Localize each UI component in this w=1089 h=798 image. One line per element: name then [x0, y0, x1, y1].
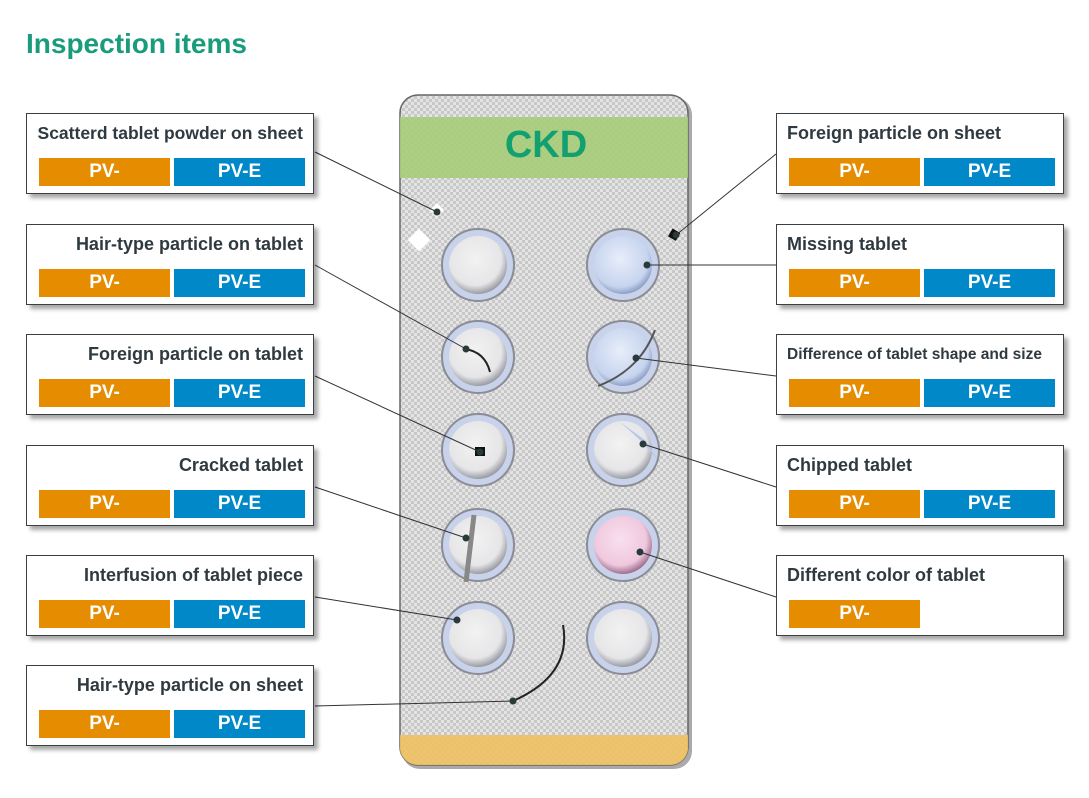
leader-dot: [453, 616, 461, 624]
pv-e-tag: PV-E: [924, 158, 1055, 186]
pv-tag: PV-: [39, 158, 170, 186]
pv-tag: PV-: [39, 600, 170, 628]
pv-e-tag: PV-E: [174, 490, 305, 518]
item-label: Foreign particle on tablet: [87, 344, 303, 364]
leader-dot: [672, 231, 680, 239]
item-label: Missing tablet: [787, 234, 908, 254]
tablet: [594, 328, 652, 386]
leader-line: [639, 551, 777, 598]
pv-e-tag: PV-E: [174, 158, 305, 186]
pv-e-tag: PV-E: [174, 710, 305, 738]
tablet: [449, 609, 507, 667]
tablet: [449, 328, 507, 386]
pv-tag: PV-: [789, 600, 920, 628]
tablet: [449, 236, 507, 294]
inspection-item-left: Foreign particle on tablet PV- PV-E: [26, 334, 314, 415]
tablet: [594, 421, 652, 479]
pv-e-tag: PV-E: [924, 379, 1055, 407]
inspection-item-right: Chipped tablet PV- PV-E: [776, 445, 1064, 526]
tablet: [594, 609, 652, 667]
pv-e-tag: PV-E: [174, 269, 305, 297]
leader-dot: [639, 440, 647, 448]
ckd-logo: CKD: [505, 124, 587, 166]
pv-e-tag: PV-E: [174, 600, 305, 628]
inspection-item-left: Cracked tablet PV- PV-E: [26, 445, 314, 526]
inspection-item-right: Difference of tablet shape and size PV- PV…: [776, 334, 1064, 415]
inspection-item-left: Hair-type particle on tablet PV- PV-E: [26, 224, 314, 305]
pv-tag: PV-: [39, 710, 170, 738]
item-label: Foreign particle on sheet: [787, 123, 1002, 143]
item-label: Difference of tablet shape and size: [787, 346, 1042, 363]
tablet: [594, 516, 652, 574]
leader-dot: [632, 354, 640, 362]
leader-dot: [462, 534, 470, 542]
inspection-item-right: Foreign particle on sheet PV- PV-E: [776, 113, 1064, 194]
item-label: Chipped tablet: [787, 455, 912, 475]
pv-tag: PV-: [789, 379, 920, 407]
leader-line: [675, 153, 777, 236]
item-label: Different color of tablet: [787, 565, 986, 585]
item-label: Hair-type particle on tablet: [75, 234, 303, 254]
inspection-item-left: Scatterd tablet powder on sheet PV- PV-E: [26, 113, 314, 194]
leader-dot: [433, 208, 441, 216]
leader-dot: [509, 697, 517, 705]
tablet: [594, 236, 652, 294]
inspection-item-left: Interfusion of tablet piece PV- PV-E: [26, 555, 314, 636]
pv-tag: PV-: [789, 158, 920, 186]
pv-e-tag: PV-E: [924, 269, 1055, 297]
inspection-item-left: Hair-type particle on sheet PV- PV-E: [26, 665, 314, 746]
pv-tag: PV-: [39, 379, 170, 407]
inspection-item-right: Different color of tablet PV-: [776, 555, 1064, 636]
leader-line: [314, 375, 481, 453]
tablet: [449, 516, 507, 574]
page-title: Inspection items: [26, 28, 247, 59]
inspection-item-right: Missing tablet PV- PV-E: [776, 224, 1064, 305]
pv-tag: PV-: [39, 269, 170, 297]
leader-dot: [643, 261, 651, 269]
leader-line: [314, 596, 458, 621]
pv-e-tag: PV-E: [174, 379, 305, 407]
leader-line: [635, 357, 777, 377]
leader-line: [314, 151, 438, 213]
pv-tag: PV-: [789, 490, 920, 518]
item-label: Interfusion of tablet piece: [83, 565, 303, 585]
leader-dot: [462, 345, 470, 353]
leader-line: [642, 443, 777, 488]
leader-line: [314, 700, 514, 707]
pv-tag: PV-: [789, 269, 920, 297]
leader-line: [314, 264, 467, 350]
item-label: Scatterd tablet powder on sheet: [37, 123, 303, 143]
item-label: Hair-type particle on sheet: [76, 675, 303, 695]
leader-dot: [636, 548, 644, 556]
pv-e-tag: PV-E: [924, 490, 1055, 518]
leader-dot: [476, 448, 484, 456]
item-label: Cracked tablet: [178, 455, 303, 475]
leader-line: [314, 486, 467, 539]
pv-tag: PV-: [39, 490, 170, 518]
